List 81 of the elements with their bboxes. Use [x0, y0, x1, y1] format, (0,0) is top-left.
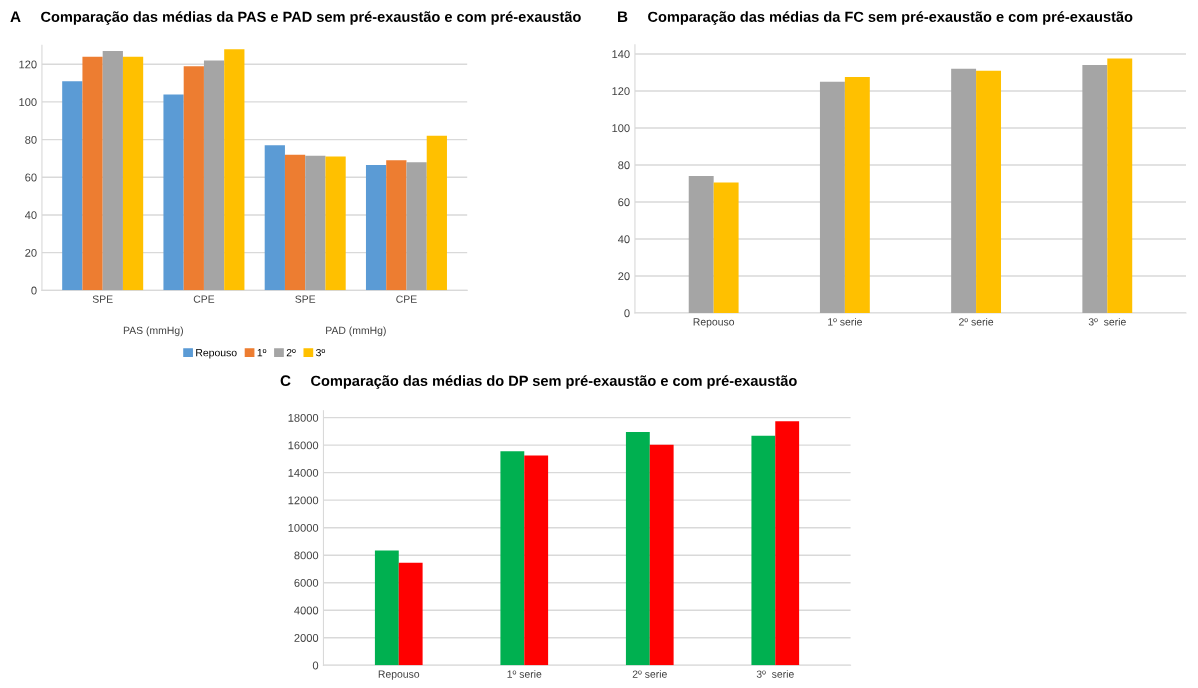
bar: [1082, 65, 1108, 314]
y-tick-label: 18000: [288, 413, 319, 422]
bar: [365, 165, 387, 291]
bar: [406, 162, 427, 291]
legend-label: Repouso: [196, 349, 237, 359]
text: PAS (mmHg): [123, 326, 183, 337]
chart-title: Comparação das médias da FC sem pré-exaustão e com pré-exaustão: [648, 11, 1133, 25]
bar: [264, 145, 285, 291]
bar: [976, 70, 1002, 314]
bar: [374, 550, 399, 666]
y-tick-label: 16000: [288, 441, 319, 450]
bar: [844, 77, 870, 314]
x-tick-label: 2º serie: [959, 317, 994, 326]
y-tick-label: 80: [25, 135, 37, 144]
x-tick-label: Repouso: [693, 318, 735, 328]
legend-label: 1º: [257, 348, 267, 357]
bar: [224, 49, 245, 291]
bar: [82, 56, 103, 291]
y-tick-label: 80: [618, 161, 630, 170]
x-tick-label: SPE: [295, 295, 316, 303]
bar: [751, 435, 776, 666]
bar: [524, 455, 549, 666]
y-tick-label: 120: [612, 87, 630, 96]
bar: [1107, 58, 1133, 314]
y-tick-label: 0: [624, 309, 630, 318]
bar: [951, 68, 977, 314]
bar: [325, 156, 346, 291]
y-tick-label: 100: [612, 124, 630, 133]
bar: [62, 81, 83, 291]
bar: [713, 182, 739, 314]
y-tick-label: 20: [25, 248, 37, 257]
bar: [183, 66, 204, 291]
bar: [688, 176, 714, 314]
y-tick-label: 20: [618, 272, 630, 281]
bar: [819, 81, 845, 314]
y-tick-label: 60: [25, 173, 37, 182]
x-tick-label: Repouso: [378, 670, 420, 680]
x-tick-label: 1º serie: [507, 670, 542, 678]
bar: [649, 444, 674, 666]
y-tick-label: 120: [19, 60, 37, 69]
bar: [203, 60, 225, 291]
bar: [775, 421, 800, 666]
chart-title: Comparação das médias do DP sem pré-exaustão e com pré-exaustão: [311, 375, 797, 389]
y-tick-label: 14000: [288, 468, 319, 477]
y-tick-label: 4000: [294, 606, 319, 615]
bar: [500, 451, 525, 666]
y-tick-label: 60: [618, 198, 630, 207]
y-tick-label: 2000: [294, 634, 319, 642]
y-tick-label: 40: [24, 211, 37, 220]
y-tick-label: 6000: [294, 579, 319, 587]
text: B: [618, 11, 628, 22]
y-tick-label: 0: [31, 286, 37, 295]
text: C: [280, 375, 291, 387]
bar: [122, 56, 144, 291]
x-tick-label: CPE: [396, 295, 417, 303]
bar: [284, 154, 306, 291]
y-tick-label: 40: [617, 235, 630, 244]
bar: [625, 431, 650, 666]
text: A: [10, 11, 21, 22]
x-tick-label: 2º serie: [632, 670, 667, 678]
x-tick-label: 3º serie: [756, 670, 794, 678]
y-tick-label: 140: [612, 50, 630, 59]
bar: [163, 94, 184, 291]
y-tick-label: 10000: [288, 523, 319, 532]
x-tick-label: 3º serie: [1088, 317, 1126, 326]
x-tick-label: 1º serie: [828, 317, 862, 326]
chart-title: Comparação das médias da PAS e PAD sem pré-exaustão e com pré-exaustão: [41, 11, 581, 25]
bar: [305, 155, 326, 291]
legend-label: 3º: [316, 348, 326, 357]
y-tick-label: 8000: [294, 551, 319, 560]
text: PAD (mmHg): [326, 326, 386, 337]
x-tick-label: CPE: [193, 295, 215, 303]
bar: [426, 135, 447, 291]
y-tick-label: 0: [312, 661, 319, 670]
bar: [398, 562, 423, 666]
bar: [386, 160, 407, 291]
legend-label: 2º: [286, 348, 296, 357]
y-tick-label: 12000: [288, 496, 319, 505]
bar: [102, 51, 123, 291]
x-tick-label: SPE: [92, 295, 113, 303]
y-tick-label: 100: [19, 98, 37, 107]
